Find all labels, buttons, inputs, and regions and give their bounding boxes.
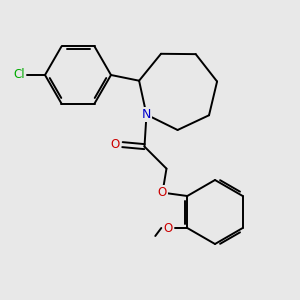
- Text: N: N: [142, 108, 151, 121]
- Text: O: O: [158, 186, 167, 199]
- Text: O: O: [164, 221, 173, 235]
- Text: Cl: Cl: [13, 68, 25, 82]
- Text: O: O: [111, 138, 120, 151]
